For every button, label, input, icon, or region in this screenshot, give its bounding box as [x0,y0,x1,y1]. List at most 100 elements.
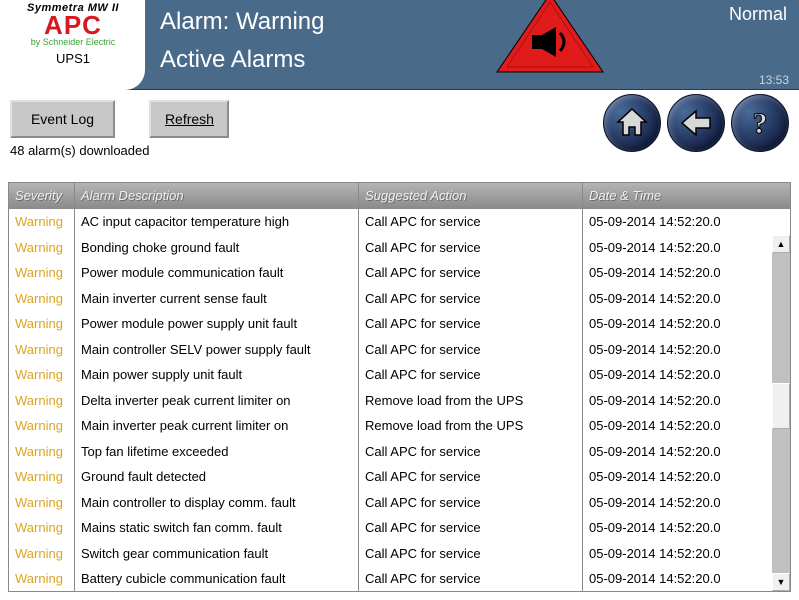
cell-datetime: 05-09-2014 14:52:20.0 [583,515,772,541]
cell-datetime: 05-09-2014 14:52:20.0 [583,209,772,235]
cell-description: Delta inverter peak current limiter on [75,388,359,414]
table-row[interactable]: WarningTop fan lifetime exceededCall APC… [9,439,772,465]
cell-severity: Warning [9,566,75,591]
refresh-button[interactable]: Refresh [149,100,229,138]
unit-id: UPS1 [8,51,138,66]
table-row[interactable]: WarningMain inverter peak current limite… [9,413,772,439]
table-row[interactable]: WarningPower module power supply unit fa… [9,311,772,337]
cell-severity: Warning [9,260,75,286]
cell-severity: Warning [9,464,75,490]
cell-action: Call APC for service [359,286,583,312]
cell-action: Call APC for service [359,439,583,465]
alarm-triangle-icon [495,0,605,87]
cell-action: Call APC for service [359,311,583,337]
table-row[interactable]: WarningGround fault detectedCall APC for… [9,464,772,490]
col-severity[interactable]: Severity [9,183,75,209]
clock: 13:53 [759,73,789,87]
cell-datetime: 05-09-2014 14:52:20.0 [583,235,772,261]
cell-severity: Warning [9,515,75,541]
cell-datetime: 05-09-2014 14:52:20.0 [583,464,772,490]
cell-action: Call APC for service [359,515,583,541]
table-row[interactable]: WarningMain inverter current sense fault… [9,286,772,312]
cell-datetime: 05-09-2014 14:52:20.0 [583,413,772,439]
cell-action: Call APC for service [359,490,583,516]
scroll-thumb[interactable] [772,383,790,429]
scroll-up-button[interactable]: ▲ [772,235,790,253]
cell-severity: Warning [9,413,75,439]
back-button[interactable] [667,94,725,152]
table-row[interactable]: WarningAC input capacitor temperature hi… [9,209,772,235]
home-button[interactable] [603,94,661,152]
cell-description: Bonding choke ground fault [75,235,359,261]
cell-action: Call APC for service [359,566,583,591]
cell-action: Call APC for service [359,337,583,363]
scroll-down-button[interactable]: ▼ [772,573,790,591]
cell-datetime: 05-09-2014 14:52:20.0 [583,260,772,286]
system-status: Normal [729,4,787,25]
col-datetime[interactable]: Date & Time [583,183,790,209]
table-row[interactable]: WarningPower module communication faultC… [9,260,772,286]
cell-description: Mains static switch fan comm. fault [75,515,359,541]
page-title: Alarm: Warning [160,8,324,36]
cell-datetime: 05-09-2014 14:52:20.0 [583,566,772,591]
table-row[interactable]: WarningMains static switch fan comm. fau… [9,515,772,541]
download-count: 48 alarm(s) downloaded [10,143,149,158]
home-icon [614,105,650,141]
col-description[interactable]: Alarm Description [75,183,359,209]
cell-severity: Warning [9,362,75,388]
cell-description: Top fan lifetime exceeded [75,439,359,465]
cell-description: Power module communication fault [75,260,359,286]
cell-description: Main power supply unit fault [75,362,359,388]
cell-severity: Warning [9,388,75,414]
cell-datetime: 05-09-2014 14:52:20.0 [583,439,772,465]
cell-description: Power module power supply unit fault [75,311,359,337]
help-button[interactable]: ? [731,94,789,152]
cell-severity: Warning [9,337,75,363]
table-row[interactable]: WarningMain controller SELV power supply… [9,337,772,363]
table-row[interactable]: WarningMain controller to display comm. … [9,490,772,516]
cell-severity: Warning [9,286,75,312]
table-body[interactable]: WarningAC input capacitor temperature hi… [9,209,790,591]
scrollbar[interactable]: ▲ ▼ [772,235,790,591]
nav-icons: ? [603,94,789,152]
cell-description: Main controller SELV power supply fault [75,337,359,363]
cell-description: Main inverter current sense fault [75,286,359,312]
scroll-track[interactable] [772,253,790,573]
cell-description: Battery cubicle communication fault [75,566,359,591]
table-row[interactable]: WarningDelta inverter peak current limit… [9,388,772,414]
alarm-table: Severity Alarm Description Suggested Act… [8,182,791,592]
cell-datetime: 05-09-2014 14:52:20.0 [583,311,772,337]
cell-description: Ground fault detected [75,464,359,490]
cell-action: Call APC for service [359,541,583,567]
cell-action: Remove load from the UPS [359,388,583,414]
cell-datetime: 05-09-2014 14:52:20.0 [583,362,772,388]
cell-severity: Warning [9,490,75,516]
title-block: Alarm: Warning Active Alarms [160,8,324,74]
cell-datetime: 05-09-2014 14:52:20.0 [583,388,772,414]
event-log-button[interactable]: Event Log [10,100,115,138]
cell-severity: Warning [9,439,75,465]
page-subtitle: Active Alarms [160,46,324,74]
cell-action: Call APC for service [359,209,583,235]
cell-datetime: 05-09-2014 14:52:20.0 [583,541,772,567]
cell-severity: Warning [9,209,75,235]
cell-action: Call APC for service [359,464,583,490]
cell-action: Remove load from the UPS [359,413,583,439]
col-action[interactable]: Suggested Action [359,183,583,209]
table-row[interactable]: WarningBonding choke ground faultCall AP… [9,235,772,261]
cell-action: Call APC for service [359,362,583,388]
cell-description: Switch gear communication fault [75,541,359,567]
help-icon: ? [742,105,778,141]
svg-text:?: ? [753,107,768,140]
table-header: Severity Alarm Description Suggested Act… [9,183,790,209]
by-line: by Schneider Electric [8,37,138,47]
cell-severity: Warning [9,235,75,261]
table-row[interactable]: WarningBattery cubicle communication fau… [9,566,772,591]
cell-description: AC input capacitor temperature high [75,209,359,235]
cell-action: Call APC for service [359,260,583,286]
table-row[interactable]: WarningSwitch gear communication faultCa… [9,541,772,567]
cell-severity: Warning [9,311,75,337]
cell-description: Main controller to display comm. fault [75,490,359,516]
table-row[interactable]: WarningMain power supply unit faultCall … [9,362,772,388]
logo-block: Symmetra MW II APC by Schneider Electric… [8,2,138,66]
